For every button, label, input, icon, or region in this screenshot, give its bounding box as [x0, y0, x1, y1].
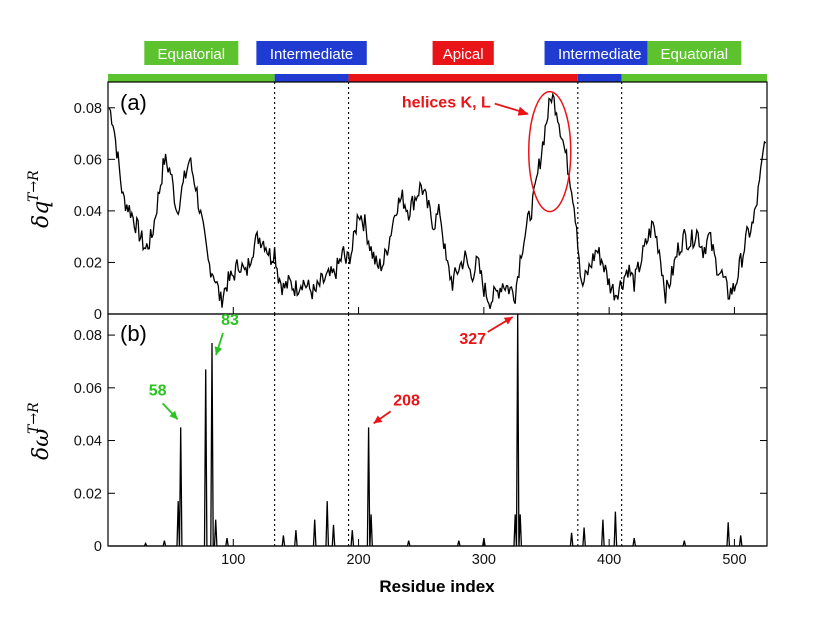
panel-a-annotations: helices K, L — [402, 90, 572, 213]
region-label-2: Apical — [443, 46, 484, 63]
region-header: Equatorial Intermediate Apical Intermediate… — [108, 41, 767, 82]
highlight-ellipse — [528, 90, 572, 213]
peak-arrow-head-327 — [503, 317, 513, 325]
region-label-box-4 — [647, 41, 742, 65]
panel-b-ytick-label-4: 0.08 — [74, 328, 102, 344]
peak-arrow-head-58 — [169, 410, 178, 420]
panel-a-ylabel: δq — [29, 201, 54, 228]
peak-label-327: 327 — [459, 331, 486, 348]
panel-b-y-axis-label: δω T→R — [26, 402, 54, 460]
panel-b-series-line — [109, 313, 766, 547]
region-label-1: Intermediate — [270, 46, 353, 63]
peak-arrow-head-83 — [214, 346, 223, 355]
panel-a-series-line — [108, 92, 767, 309]
region-label-box-3 — [544, 41, 655, 65]
panel-b-boundaries — [274, 314, 623, 546]
x-tick-label-2: 300 — [472, 552, 496, 568]
panel-b-y-ticks: 0 0.02 0.04 0.06 0.08 — [74, 328, 767, 555]
region-label-0: Equatorial — [158, 46, 226, 63]
panel-b-ytick-label-3: 0.06 — [74, 381, 102, 397]
panel-a-ytick-label-4: 0.08 — [74, 101, 102, 117]
panel-a: (a) 0 0.02 0.04 0.06 0.08 δq T→R helices K, … — [26, 81, 768, 323]
region-bar-3 — [577, 74, 622, 82]
panel-a-y-axis-label: δq T→R — [26, 170, 54, 228]
x-tick-label-1: 200 — [346, 552, 370, 568]
panel-b-ylabel-sup: T→R — [26, 402, 42, 434]
region-label-box-2 — [432, 41, 494, 65]
region-bar-4 — [621, 74, 767, 82]
panel-b-ytick-label-1: 0.02 — [74, 486, 102, 502]
panel-a-label: (a) — [120, 90, 147, 115]
region-bar-2 — [348, 74, 578, 82]
panel-b-ytick-label-0: 0 — [94, 539, 102, 555]
panel-a-ylabel-sup: T→R — [26, 170, 42, 202]
x-tick-label-0: 100 — [221, 552, 245, 568]
panel-b-label: (b) — [120, 321, 147, 346]
panel-a-y-ticks: 0 0.02 0.04 0.06 0.08 — [74, 101, 767, 323]
x-tick-label-3: 400 — [597, 552, 621, 568]
panel-a-frame — [107, 81, 768, 315]
panel-b: (b) 0 0.02 0.04 0.06 0.08 100 200 300 400 500 δω… — [26, 307, 768, 596]
panel-a-ytick-label-0: 0 — [94, 307, 102, 323]
panel-a-ytick-label-2: 0.04 — [74, 204, 102, 220]
helices-arrow-head — [517, 106, 529, 116]
region-label-box-0 — [144, 41, 239, 65]
panel-a-boundaries — [274, 82, 623, 314]
x-tick-label-4: 500 — [722, 552, 746, 568]
x-axis-label: Residue index — [379, 577, 495, 596]
peak-label-83: 83 — [221, 312, 239, 329]
panel-b-annotations: 58 83 208 327 — [149, 312, 514, 425]
panel-b-x-ticks: 100 200 300 400 500 — [221, 307, 747, 568]
region-label-3: Intermediate — [558, 46, 641, 63]
helices-label: helices K, L — [402, 95, 491, 112]
peak-label-58: 58 — [149, 382, 167, 399]
panel-a-ytick-label-3: 0.06 — [74, 152, 102, 168]
panel-b-ylabel: δω — [29, 429, 54, 460]
panel-b-ytick-label-2: 0.04 — [74, 434, 102, 450]
region-label-4: Equatorial — [661, 46, 729, 63]
region-bar-1 — [274, 74, 349, 82]
panel-a-ytick-label-1: 0.02 — [74, 255, 102, 271]
region-label-box-1 — [256, 41, 367, 65]
region-bar-0 — [108, 74, 275, 82]
peak-label-208: 208 — [393, 392, 420, 409]
peak-arrow-head-208 — [373, 415, 383, 424]
